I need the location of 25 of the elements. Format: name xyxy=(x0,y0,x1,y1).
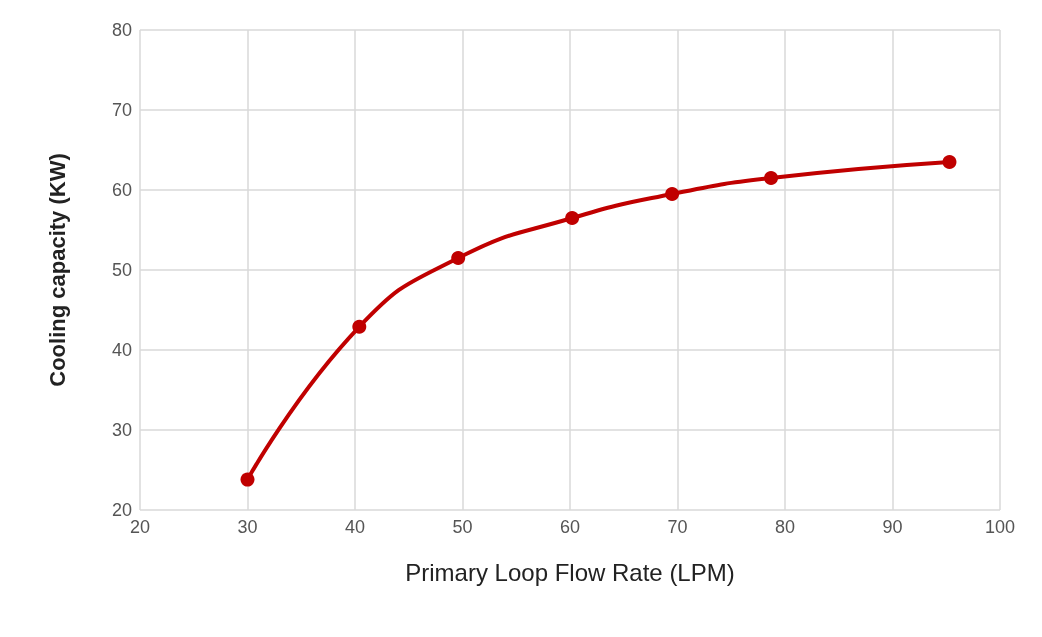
x-tick-label: 80 xyxy=(774,517,796,537)
x-tick-label: 60 xyxy=(559,517,581,537)
x-tick-label: 50 xyxy=(452,517,473,537)
x-tick-label: 70 xyxy=(667,517,688,537)
y-tick-label: 40 xyxy=(111,340,132,360)
y-tick-label: 80 xyxy=(111,20,132,40)
x-tick-label: 20 xyxy=(129,517,151,537)
x-tick-label: 40 xyxy=(344,517,366,537)
point xyxy=(352,319,367,334)
point xyxy=(764,171,779,185)
y-tick-label: 20 xyxy=(111,500,132,520)
y-tick-label: 50 xyxy=(111,260,132,280)
point xyxy=(665,187,680,201)
point xyxy=(565,211,580,225)
x-tick-label: 90 xyxy=(882,517,903,537)
y-tick-label: 60 xyxy=(111,180,132,200)
point xyxy=(451,251,466,265)
point xyxy=(240,472,255,487)
y-axis-title: Cooling capacity (KW) xyxy=(44,153,70,387)
x-tick-label: 30 xyxy=(237,517,258,537)
point xyxy=(942,155,957,169)
y-tick-label: 70 xyxy=(111,100,132,120)
y-tick-label: 30 xyxy=(111,420,132,440)
x-tick-label: 100 xyxy=(984,517,1016,537)
x-axis-title: Primary Loop Flow Rate (LPM) xyxy=(405,558,735,586)
